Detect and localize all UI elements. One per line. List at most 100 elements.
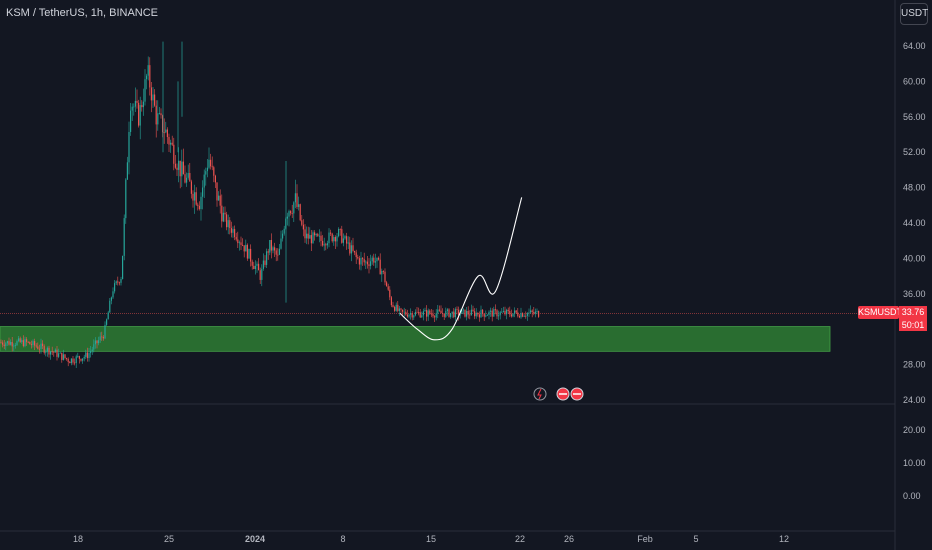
candle-body <box>242 244 244 246</box>
time-axis-label: 22 <box>515 534 525 544</box>
candle-body <box>405 311 407 315</box>
candle-body <box>456 309 458 311</box>
price-axis-label: 28.00 <box>903 360 926 370</box>
candle-body <box>526 313 528 316</box>
candle-body <box>299 204 301 221</box>
candle-body <box>82 358 84 361</box>
candle-body <box>365 261 367 263</box>
candle-body <box>11 341 13 347</box>
candle-body <box>453 311 455 318</box>
candle-body <box>171 142 173 145</box>
candle-body <box>170 142 172 145</box>
candle-body <box>384 271 386 283</box>
candle-body <box>504 310 506 315</box>
candle-body <box>40 343 42 350</box>
price-axis-label: 60.00 <box>903 76 926 86</box>
candle-body <box>352 245 354 251</box>
candle-body <box>147 65 149 76</box>
candle-body <box>462 309 464 311</box>
candle-body <box>195 192 197 205</box>
candle-body <box>134 100 136 107</box>
candle-body <box>363 259 365 263</box>
time-axis-label: 2024 <box>245 534 265 544</box>
candle-body <box>517 312 519 316</box>
candle-body <box>509 311 511 315</box>
candle-body <box>515 310 517 313</box>
candle-body <box>320 235 322 241</box>
candle-body <box>130 110 132 132</box>
time-axis-label: 5 <box>693 534 698 544</box>
candle-body <box>19 338 21 343</box>
candle-body <box>226 214 228 228</box>
candle-body <box>85 352 87 357</box>
forecast-line <box>399 197 523 341</box>
candle-body <box>235 237 237 240</box>
price-axis-label: 0.00 <box>903 491 921 501</box>
candle-body <box>158 113 160 115</box>
candle-body <box>66 358 68 359</box>
currency-button[interactable]: USDT <box>900 3 928 25</box>
candle-body <box>139 105 141 126</box>
candle-body <box>376 257 378 262</box>
candle-body <box>96 340 98 344</box>
candle-body <box>350 245 352 254</box>
candle-body <box>386 282 388 287</box>
candle-body <box>310 235 312 244</box>
candle-body <box>280 238 282 249</box>
candle-body <box>259 270 261 280</box>
candle-body <box>349 242 351 254</box>
candle-body <box>50 351 52 355</box>
candle-body <box>32 341 34 346</box>
support-zone <box>0 326 831 352</box>
candle-body <box>331 233 333 242</box>
candle-body <box>304 229 306 239</box>
candle-body <box>286 216 288 219</box>
candle-body <box>59 352 61 354</box>
candle-body <box>293 202 295 214</box>
flash-event-glyph <box>537 388 542 400</box>
candle-body <box>438 309 440 311</box>
candle-body <box>83 356 85 359</box>
candle-body <box>98 340 100 344</box>
candle-body <box>494 309 496 311</box>
candle-body <box>64 354 66 359</box>
candle-body <box>186 177 188 183</box>
candle-body <box>213 167 215 176</box>
candle-body <box>165 129 167 133</box>
candle-body <box>338 229 340 237</box>
candle-body <box>5 343 7 347</box>
candle-body <box>80 358 82 361</box>
candle-body <box>398 308 400 311</box>
candle-body <box>208 159 210 168</box>
candle-body <box>142 101 144 108</box>
candle-body <box>211 166 213 168</box>
candle-body <box>48 347 50 355</box>
candle-body <box>206 167 208 172</box>
candle-body <box>3 344 5 347</box>
candle-body <box>46 347 48 352</box>
candle-body <box>101 336 103 338</box>
candle-body <box>131 106 133 111</box>
candle-body <box>333 237 335 242</box>
candle-body <box>470 309 472 316</box>
candle-body <box>341 229 343 243</box>
candle-body <box>2 342 4 345</box>
candle-body <box>43 346 45 353</box>
candle-body <box>328 232 330 244</box>
candle-body <box>413 315 415 318</box>
candle-body <box>190 181 192 194</box>
candle-body <box>189 173 191 182</box>
candle-body <box>325 244 327 246</box>
candle-body <box>90 351 92 353</box>
time-axis-label: 25 <box>164 534 174 544</box>
candle-body <box>162 115 164 133</box>
candle-body <box>477 312 479 315</box>
candle-body <box>166 129 168 138</box>
candle-body <box>237 239 239 244</box>
candle-body <box>314 232 316 236</box>
candle-body <box>234 229 236 238</box>
candle-body <box>21 340 23 343</box>
candle-body <box>432 313 434 317</box>
